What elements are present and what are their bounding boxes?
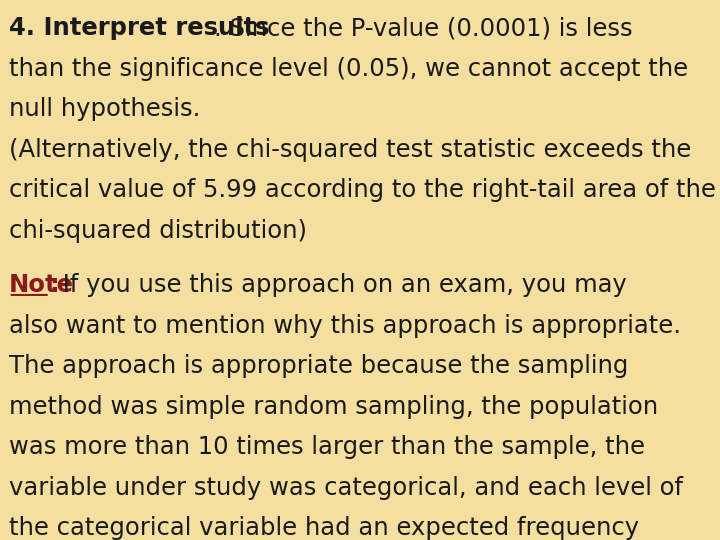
Text: . Since the P-value (0.0001) is less: . Since the P-value (0.0001) is less [214,16,633,40]
Text: :: : [50,273,60,298]
Text: than the significance level (0.05), we cannot accept the: than the significance level (0.05), we c… [9,57,688,80]
Text: method was simple random sampling, the population: method was simple random sampling, the p… [9,395,658,419]
Text: Note: Note [9,273,73,298]
Text: If you use this approach on an exam, you may: If you use this approach on an exam, you… [55,273,627,298]
Text: critical value of 5.99 according to the right-tail area of the: critical value of 5.99 according to the … [9,178,716,202]
Text: chi-squared distribution): chi-squared distribution) [9,219,307,242]
Text: was more than 10 times larger than the sample, the: was more than 10 times larger than the s… [9,435,644,460]
Text: also want to mention why this approach is appropriate.: also want to mention why this approach i… [9,314,680,338]
Text: (Alternatively, the chi-squared test statistic exceeds the: (Alternatively, the chi-squared test sta… [9,138,691,161]
Text: variable under study was categorical, and each level of: variable under study was categorical, an… [9,476,683,500]
Text: null hypothesis.: null hypothesis. [9,97,200,121]
Text: 4. Interpret results: 4. Interpret results [9,16,269,40]
Text: The approach is appropriate because the sampling: The approach is appropriate because the … [9,354,628,379]
Text: the categorical variable had an expected frequency: the categorical variable had an expected… [9,516,639,540]
